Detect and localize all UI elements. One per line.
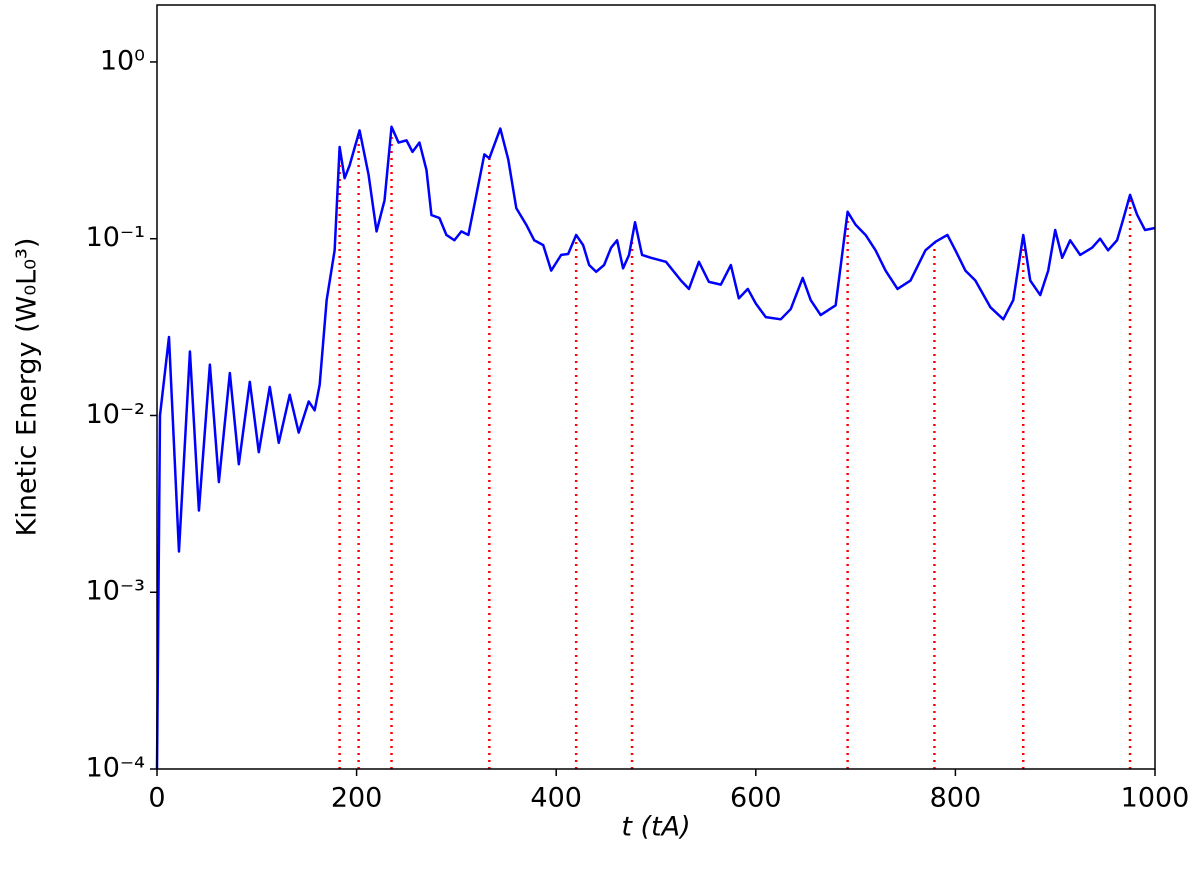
x-tick-label: 200 xyxy=(331,783,383,814)
x-tick-label: 0 xyxy=(148,783,165,814)
x-tick-label: 800 xyxy=(930,783,982,814)
data-line xyxy=(155,125,1156,770)
y-tick-label: 10⁻³ xyxy=(86,576,145,607)
y-tick-label: 10⁻⁴ xyxy=(86,753,145,784)
x-tick-label: 600 xyxy=(730,783,782,814)
y-tick-label: 10⁰ xyxy=(100,45,145,76)
y-axis-label: Kinetic Energy (W₀L₀³) xyxy=(12,238,43,537)
x-tick-label: 1000 xyxy=(1121,783,1190,814)
y-tick-label: 10⁻¹ xyxy=(86,222,145,253)
y-tick-label: 10⁻² xyxy=(86,399,145,430)
x-tick-label: 400 xyxy=(530,783,582,814)
plot-frame xyxy=(156,4,1156,770)
x-axis-label: t (tA) xyxy=(621,812,690,843)
